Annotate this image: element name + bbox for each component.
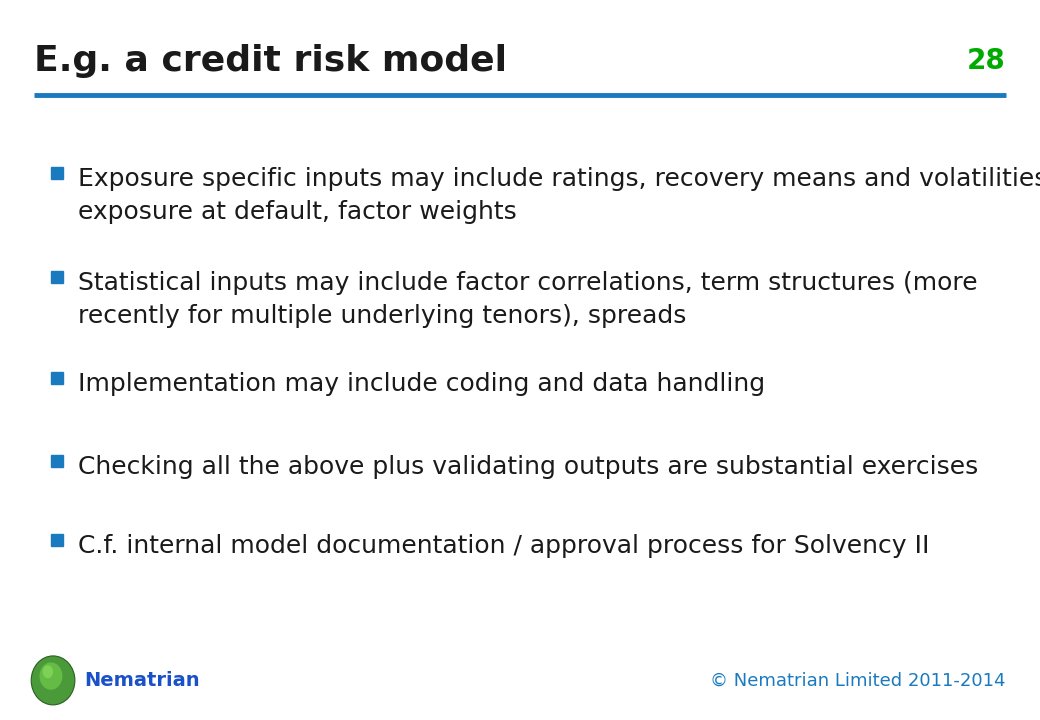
Text: Implementation may include coding and data handling: Implementation may include coding and da… [78,372,765,396]
Text: E.g. a credit risk model: E.g. a credit risk model [34,44,508,78]
Text: © Nematrian Limited 2011-2014: © Nematrian Limited 2011-2014 [710,671,1006,690]
Text: Nematrian: Nematrian [84,671,200,690]
Text: Statistical inputs may include factor correlations, term structures (more
recent: Statistical inputs may include factor co… [78,271,978,328]
Ellipse shape [43,665,53,678]
Text: C.f. internal model documentation / approval process for Solvency II: C.f. internal model documentation / appr… [78,534,930,558]
Ellipse shape [40,662,62,690]
Ellipse shape [31,656,75,705]
Text: Exposure specific inputs may include ratings, recovery means and volatilities,
e: Exposure specific inputs may include rat… [78,167,1040,224]
Text: Checking all the above plus validating outputs are substantial exercises: Checking all the above plus validating o… [78,455,979,479]
Text: 28: 28 [967,48,1006,75]
